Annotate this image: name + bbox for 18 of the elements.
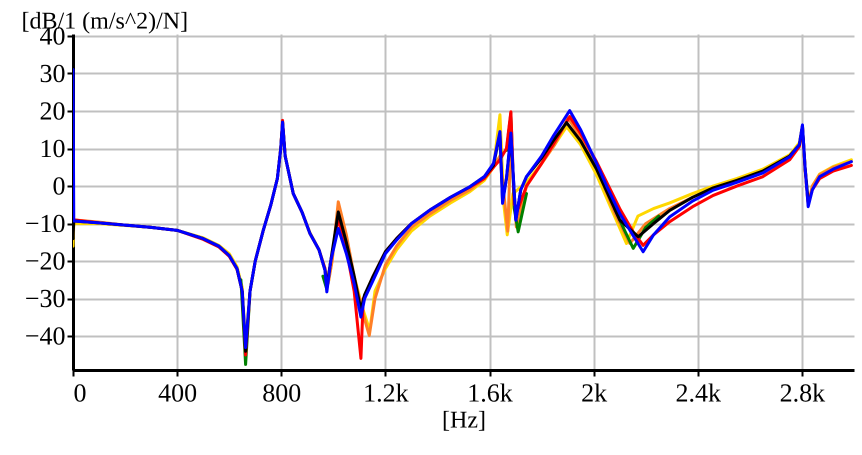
x-tick-label: 1.6k: [467, 378, 513, 408]
x-tick-label: 2.8k: [780, 378, 826, 408]
y-tick-label: −10: [24, 209, 66, 238]
x-tick-label: 1.2k: [363, 378, 409, 408]
x-axis-title: [Hz]: [442, 408, 486, 434]
x-tick-label: 400: [158, 378, 198, 408]
y-tick-label: −40: [24, 322, 66, 351]
y-tick-label: 20: [40, 96, 66, 126]
y-tick-label: 0: [52, 172, 66, 201]
y-tick-label: −30: [24, 284, 66, 314]
y-tick-label: −20: [24, 246, 66, 276]
line-series: [73, 68, 853, 349]
y-tick-label: 10: [40, 134, 66, 164]
x-tick-label: 2.4k: [676, 378, 722, 408]
x-tick-label: 2k: [581, 378, 608, 408]
y-tick-label: 30: [40, 58, 66, 88]
x-tick-label: 800: [262, 378, 302, 408]
x-tick-label: 0: [74, 378, 86, 408]
